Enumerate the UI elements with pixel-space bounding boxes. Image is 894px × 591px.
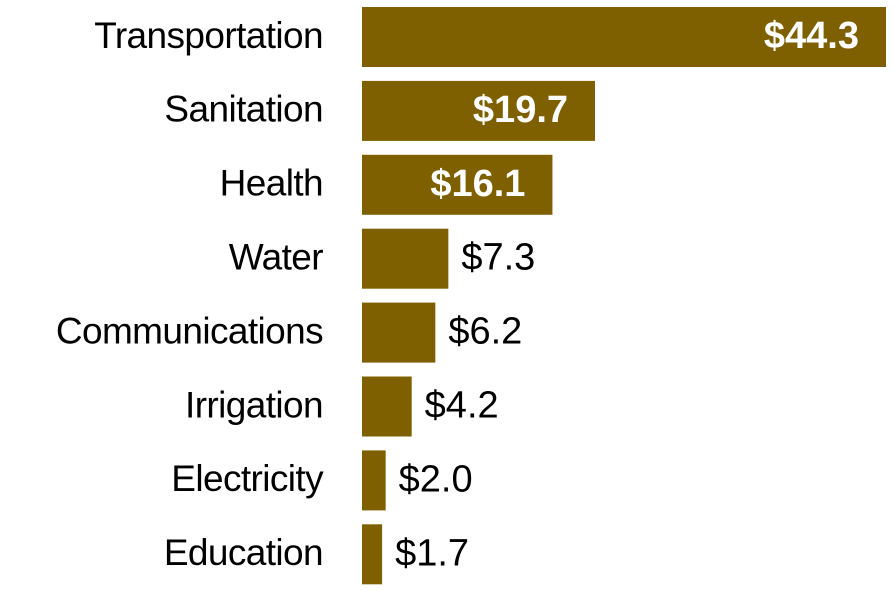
category-label: Water xyxy=(229,236,324,277)
value-label: $7.3 xyxy=(461,237,535,279)
category-label: Education xyxy=(164,532,323,573)
value-label: $1.7 xyxy=(395,532,469,574)
category-label: Transportation xyxy=(94,15,323,56)
value-label: $6.2 xyxy=(448,311,522,353)
value-label: $2.0 xyxy=(399,458,473,500)
value-label: $16.1 xyxy=(430,163,525,205)
bar xyxy=(362,7,886,67)
category-label: Sanitation xyxy=(164,89,323,130)
bar xyxy=(362,450,386,511)
value-label: $44.3 xyxy=(764,15,859,57)
bar xyxy=(362,154,553,215)
bar xyxy=(362,376,412,437)
category-label: Irrigation xyxy=(185,384,323,425)
bar xyxy=(362,524,383,585)
category-label: Electricity xyxy=(171,458,324,499)
bar xyxy=(362,228,449,289)
bar xyxy=(362,302,436,363)
value-label: $19.7 xyxy=(473,89,568,131)
bar xyxy=(362,80,596,141)
category-label: Communications xyxy=(56,310,323,351)
category-label: Health xyxy=(220,163,323,204)
value-label: $4.2 xyxy=(425,385,499,427)
